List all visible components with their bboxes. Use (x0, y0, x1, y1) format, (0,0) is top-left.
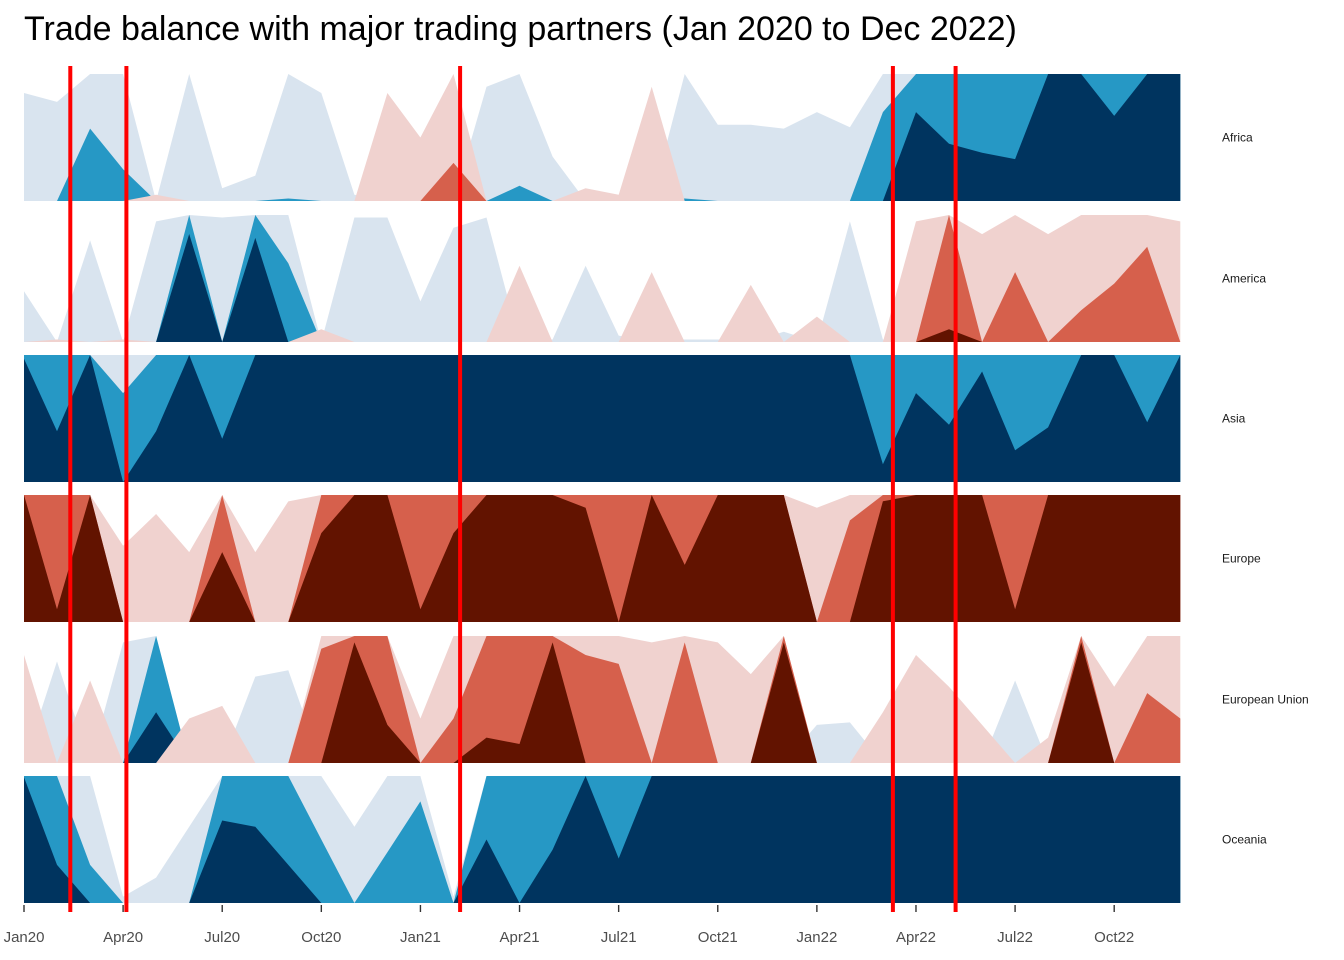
panel-label-africa: Africa (1222, 131, 1253, 145)
panel-label-oceania: Oceania (1222, 833, 1267, 847)
horizon-panels: Africa America Asia Europe European Union Oce… (24, 74, 1309, 903)
x-tick-label-jul20: Jul20 (204, 929, 240, 946)
european-union-positive-band-3 (24, 712, 1181, 763)
africa-positive-band-3 (24, 74, 1181, 201)
x-tick-label-apr21: Apr21 (500, 929, 540, 946)
america-positive-band-3 (24, 234, 1181, 342)
x-tick-label-jan21: Jan21 (400, 929, 441, 946)
chart-title: Trade balance with major trading partner… (24, 10, 1017, 48)
panel-label-european-union: European Union (1222, 693, 1309, 707)
x-tick-label-jan20: Jan20 (4, 929, 45, 946)
x-tick-label-apr22: Apr22 (896, 929, 936, 946)
x-tick-label-jul22: Jul22 (997, 929, 1033, 946)
america-negative-band-2 (24, 215, 1181, 342)
panel-africa: Africa (24, 74, 1253, 201)
x-tick-label-oct21: Oct21 (698, 929, 738, 946)
america-negative-band-3 (24, 329, 1181, 342)
panel-oceania: Oceania (24, 776, 1267, 903)
panel-asia: Asia (24, 355, 1246, 482)
reference-lines (68, 66, 958, 912)
european-union-negative-band-2 (24, 636, 1181, 763)
x-tick-label-apr20: Apr20 (103, 929, 143, 946)
panel-europe: Europe (24, 495, 1261, 622)
panel-label-asia: Asia (1222, 412, 1246, 426)
european-union-negative-band-3 (24, 642, 1181, 763)
panel-label-america: America (1222, 272, 1266, 286)
panel-european-union: European Union (24, 636, 1309, 763)
x-tick-label-jan22: Jan22 (796, 929, 837, 946)
x-tick-label-jul21: Jul21 (601, 929, 637, 946)
x-tick-label-oct20: Oct20 (301, 929, 341, 946)
x-tick-label-oct22: Oct22 (1094, 929, 1134, 946)
x-axis: Jan20 Apr20 Jul20 Oct20 Jan21 Apr21 Jul21 Oct21… (4, 905, 1134, 946)
panel-america: America (24, 215, 1266, 342)
panel-label-europe: Europe (1222, 552, 1261, 566)
